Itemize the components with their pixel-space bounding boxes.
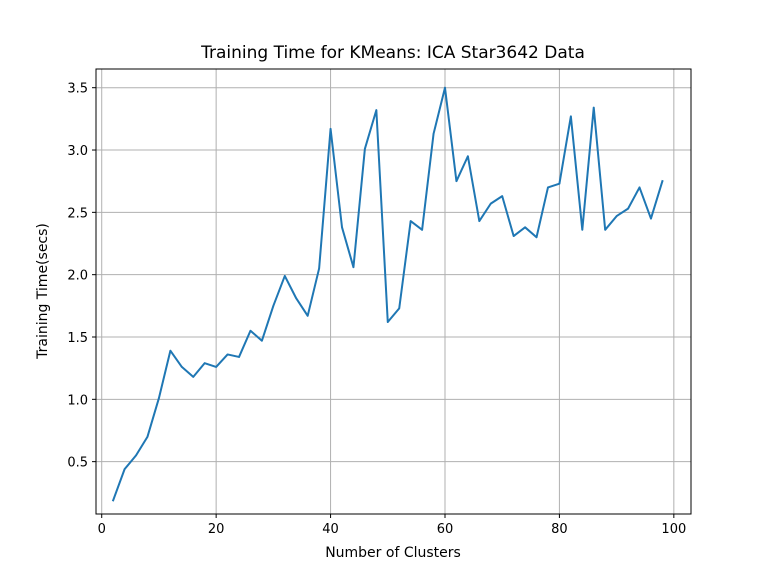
data-point: [478, 220, 481, 222]
chart-title: Training Time for KMeans: ICA Star3642 D…: [200, 43, 585, 63]
data-point: [592, 106, 595, 109]
data-point: [558, 182, 561, 185]
x-axis-ticks: 0 20 40 60 80 100: [98, 514, 686, 537]
data-point: [386, 321, 389, 323]
y-axis-label: Training Time(secs): [35, 223, 51, 360]
data-point: [455, 180, 458, 182]
data-point: [512, 235, 515, 237]
data-point: [375, 109, 378, 111]
data-point: [181, 366, 183, 368]
y-axis-ticks: 0.5 1.0 1.5 2.0 2.5 3.0 3.5: [67, 82, 96, 471]
data-point: [524, 226, 526, 229]
x-axis-label: Number of Clusters: [325, 545, 461, 561]
y-tick-label: 2.5: [67, 206, 88, 221]
data-point: [123, 468, 126, 470]
y-tick-label: 1.5: [67, 331, 88, 346]
data-point: [249, 329, 252, 332]
data-point: [547, 186, 549, 189]
y-tick-label: 1.0: [67, 393, 88, 408]
data-point: [604, 228, 606, 231]
data-point: [283, 275, 286, 277]
data-point: [364, 147, 366, 150]
data-point: [535, 236, 538, 239]
series-layer: [111, 86, 664, 502]
data-point: [203, 362, 206, 364]
data-point: [352, 266, 355, 268]
data-point: [398, 307, 401, 310]
data-point: [638, 186, 641, 189]
x-tick-label: 100: [661, 522, 686, 537]
data-point: [135, 454, 137, 457]
y-tick-label: 3.0: [67, 144, 88, 159]
data-point: [318, 267, 320, 270]
data-point: [226, 353, 229, 356]
y-tick-label: 0.5: [67, 456, 88, 471]
data-point: [158, 397, 160, 399]
data-point: [146, 435, 149, 438]
data-point: [501, 195, 504, 197]
data-point: [329, 128, 332, 130]
x-tick-label: 0: [98, 522, 106, 537]
data-point: [570, 115, 572, 118]
y-tick-label: 3.5: [67, 82, 88, 97]
data-point: [627, 207, 629, 210]
data-point: [295, 297, 298, 300]
data-point: [306, 315, 309, 317]
data-point: [467, 155, 469, 158]
data-point: [444, 86, 446, 89]
x-tick-label: 20: [208, 522, 225, 537]
data-point: [112, 499, 114, 502]
data-point: [661, 180, 664, 182]
plot-frame: [95, 68, 692, 515]
data-point: [169, 349, 172, 352]
data-point: [261, 339, 263, 342]
grid: [96, 69, 691, 514]
x-tick-label: 80: [551, 522, 568, 537]
data-point: [615, 215, 618, 217]
data-point: [581, 228, 584, 231]
x-tick-label: 60: [437, 522, 454, 537]
data-point: [272, 305, 275, 307]
data-point: [238, 356, 240, 358]
data-point: [192, 376, 195, 378]
data-point: [215, 366, 217, 368]
data-point: [432, 133, 435, 135]
data-point: [489, 202, 492, 205]
y-tick-label: 2.0: [67, 269, 88, 284]
data-point: [341, 226, 343, 229]
data-point: [409, 220, 412, 222]
data-point: [650, 217, 652, 220]
data-point: [421, 228, 423, 231]
x-tick-label: 40: [322, 522, 339, 537]
